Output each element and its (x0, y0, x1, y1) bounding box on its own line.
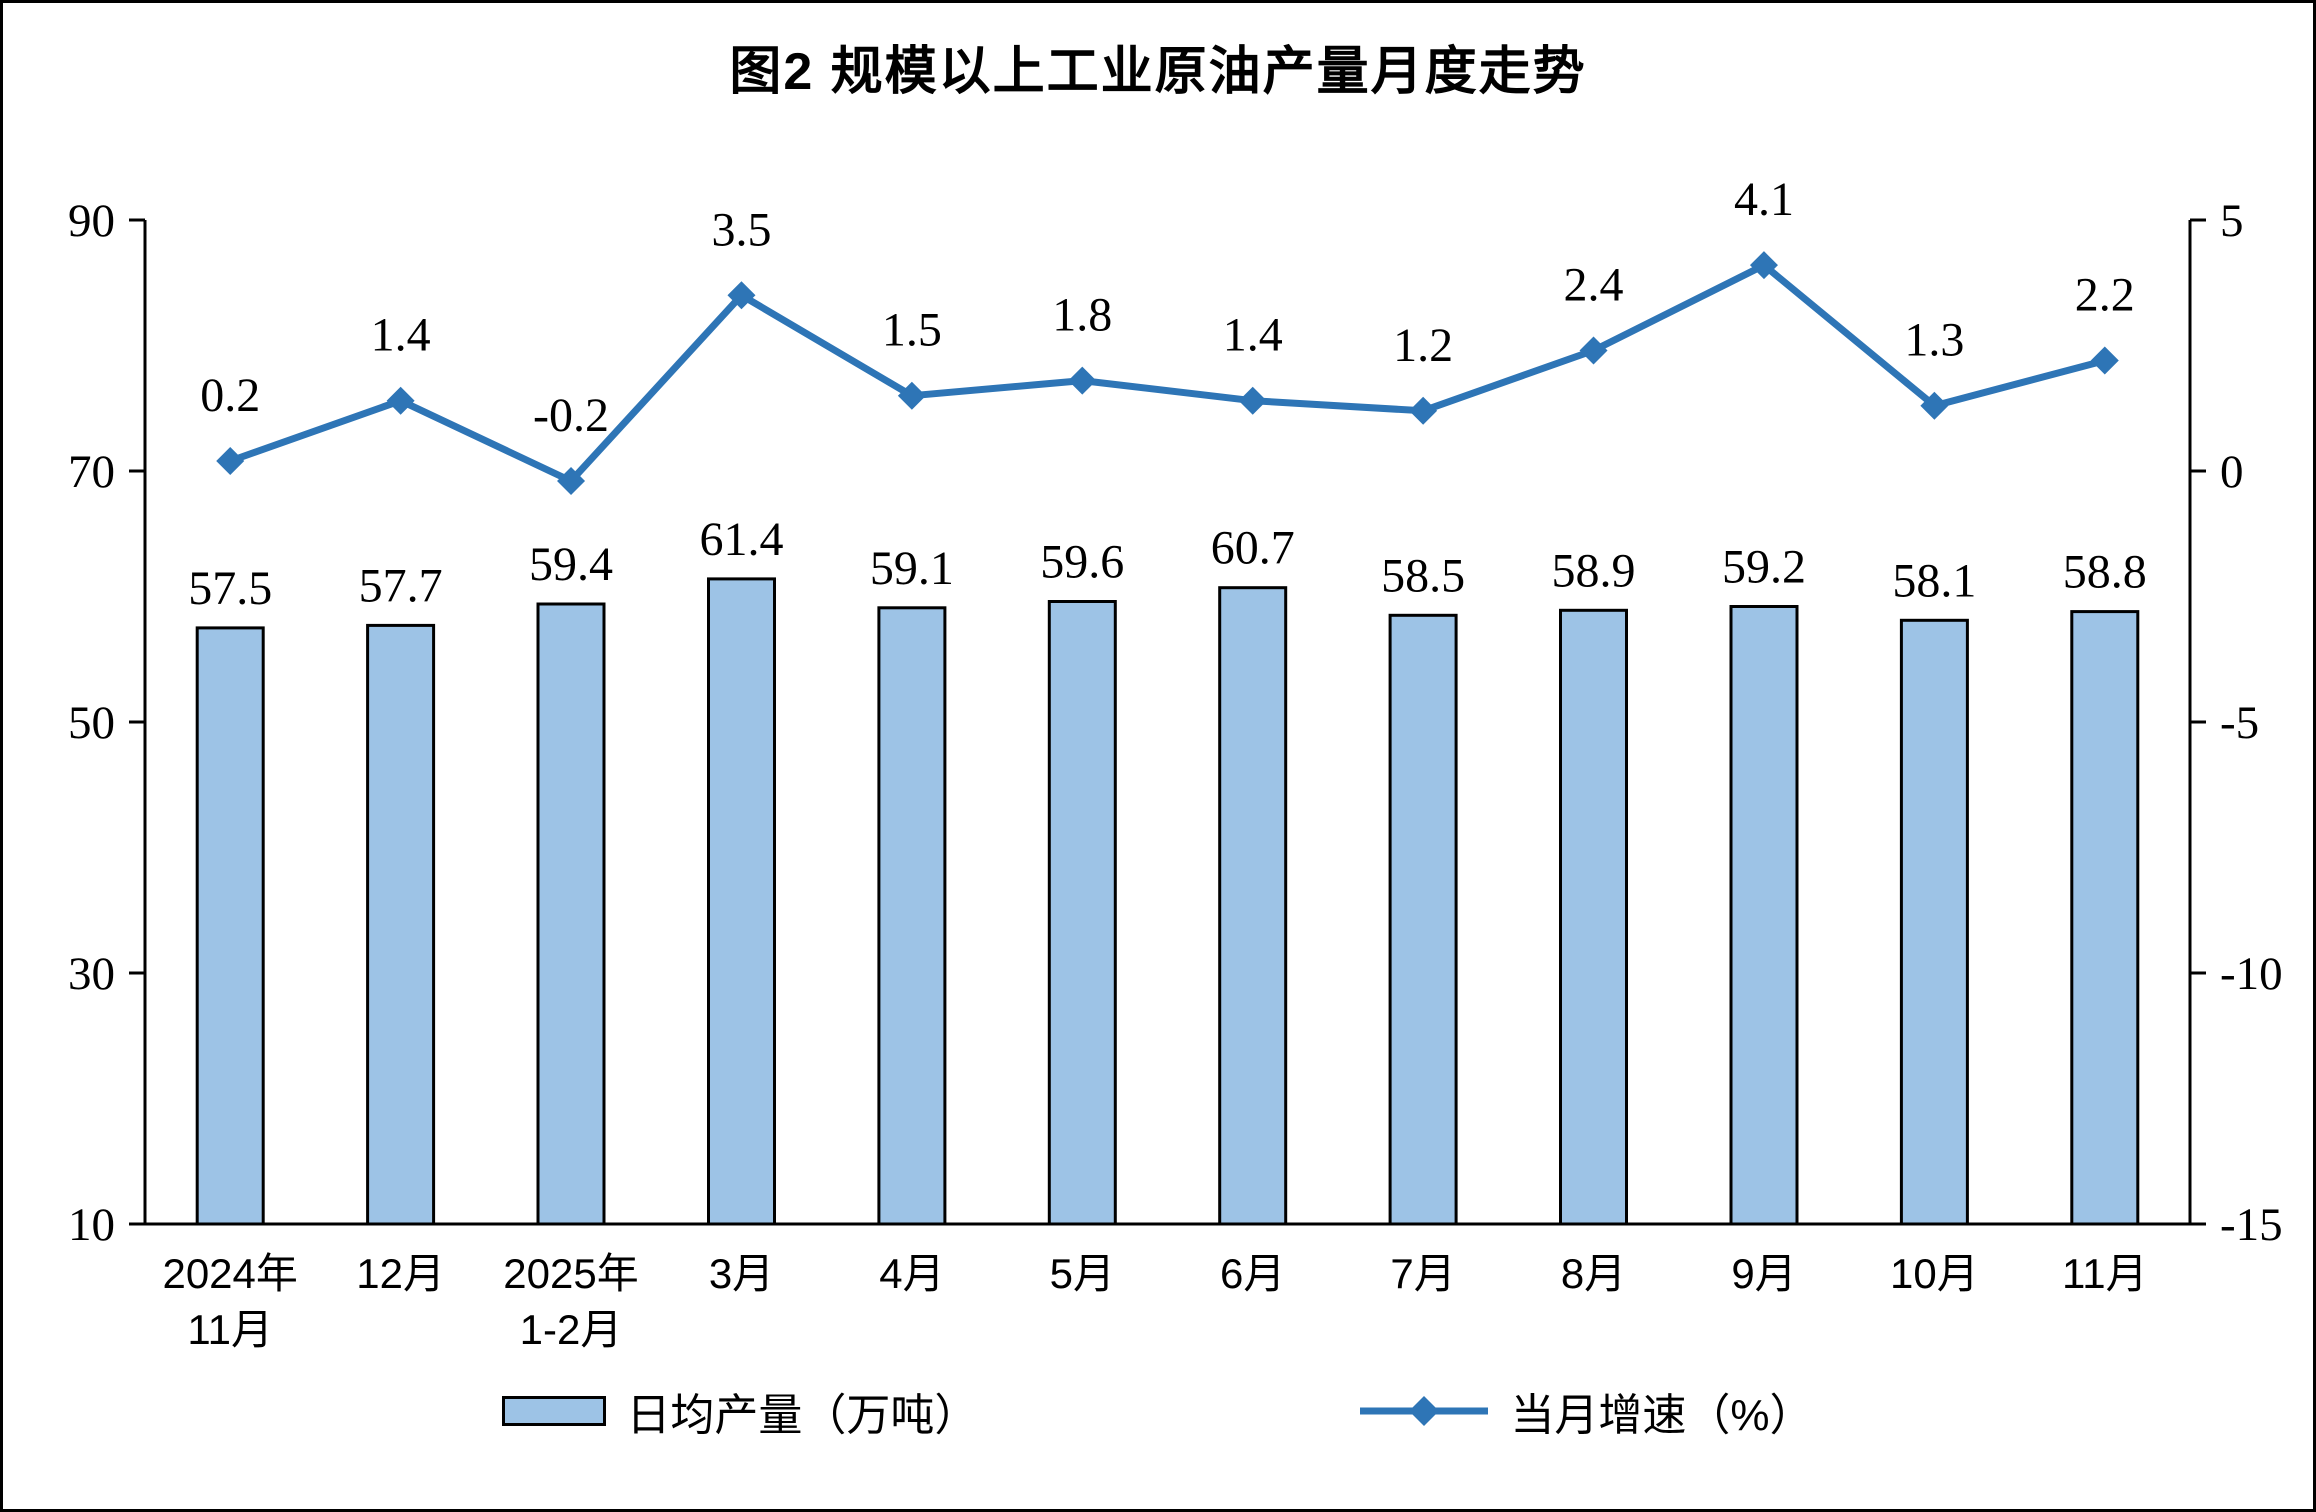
bar (1047, 600, 1117, 1226)
category-label: 2024年 11月 (162, 1250, 297, 1353)
chart-title: 图2 规模以上工业原油产量月度走势 (729, 43, 1587, 101)
line-value-label: 1.2 (1393, 319, 1453, 372)
line-value-label: 2.4 (1564, 259, 1624, 312)
bar-value-label: 58.9 (1552, 544, 1636, 597)
line-value-label: 0.2 (200, 369, 260, 422)
line-series (226, 261, 2109, 485)
category-label: 3月 (709, 1250, 774, 1297)
line-value-label: 1.4 (1223, 309, 1283, 362)
line-value-label: 1.5 (882, 304, 942, 357)
line-value-label: 1.8 (1052, 289, 1112, 342)
left-axis-tick-label: 70 (68, 446, 115, 498)
right-axis-tick-label: 5 (2220, 195, 2244, 247)
bar-value-label: 57.5 (188, 562, 272, 615)
right-axis-tick-label: -15 (2220, 1199, 2283, 1251)
category-label: 12月 (356, 1250, 445, 1297)
line-point-marker (2090, 346, 2119, 375)
right-axis-tick-label: 0 (2220, 446, 2244, 498)
line-point-marker (897, 381, 926, 410)
line-value-label: 4.1 (1734, 173, 1794, 226)
line-value-label: -0.2 (533, 389, 609, 442)
legend-label-line: 当月增速（%） (1510, 1391, 1814, 1440)
line-value-label: 1.3 (1904, 314, 1964, 367)
line-point-marker (216, 446, 245, 475)
left-axis-tick-label: 50 (68, 697, 115, 749)
line-point-marker (1579, 336, 1608, 365)
bar (536, 602, 606, 1226)
bar (877, 606, 947, 1226)
bar-value-label: 61.4 (700, 513, 784, 566)
bar-legend-swatch-icon (502, 1396, 607, 1426)
bar-value-label: 59.1 (870, 542, 954, 595)
left-axis-tick-label: 10 (68, 1199, 115, 1251)
line-point-marker (1068, 366, 1097, 395)
line-point-marker (1409, 396, 1438, 425)
bar (707, 577, 776, 1226)
category-label: 10月 (1890, 1250, 1979, 1297)
category-label: 11月 (2062, 1250, 2148, 1297)
left-axis-tick-label: 90 (68, 195, 115, 247)
bar (1729, 605, 1799, 1226)
bar (1899, 618, 1969, 1226)
line-point-marker (1920, 391, 1949, 420)
line-legend-marker-icon (1360, 1396, 1489, 1426)
chart-canvas: 57.5 57.7 59.4 61.4 59.1 59.6 60.7 58.5 58.9 59.2… (68, 173, 2283, 1353)
left-axis-tick-label: 30 (68, 948, 115, 1000)
category-label: 7月 (1390, 1250, 1455, 1297)
bar-value-label: 57.7 (359, 559, 443, 612)
category-label: 6月 (1220, 1250, 1285, 1297)
line-point-marker (386, 386, 415, 415)
line-value-label: 1.4 (371, 309, 431, 362)
line-point-marker (557, 467, 586, 496)
line-point-marker (1238, 386, 1267, 415)
line-value-label: 3.5 (712, 203, 772, 256)
category-label: 2025年 1-2月 (503, 1250, 638, 1353)
legend-label-bar: 日均产量（万吨） (626, 1391, 979, 1440)
bar-value-label: 59.6 (1040, 536, 1124, 589)
line-point-marker (727, 281, 756, 310)
right-axis-tick-label: -10 (2220, 948, 2283, 1000)
line-point-marker (1749, 251, 1778, 280)
bar-value-label: 58.5 (1381, 549, 1465, 602)
category-label: 8月 (1561, 1250, 1626, 1297)
legend-item-bar: 日均产量（万吨） (502, 1379, 978, 1443)
chart-legend: 日均产量（万吨） 当月增速（%） (3, 1379, 2313, 1443)
bar (1559, 608, 1628, 1226)
bar-value-label: 59.2 (1722, 541, 1806, 594)
bar-value-label: 59.4 (529, 538, 613, 591)
bar (366, 623, 436, 1226)
bar (195, 626, 265, 1226)
line-value-label: 2.2 (2075, 269, 2135, 322)
category-label: 5月 (1050, 1250, 1115, 1297)
bar-value-label: 58.8 (2063, 546, 2147, 599)
category-label: 4月 (879, 1250, 944, 1297)
bar-value-label: 60.7 (1211, 522, 1295, 575)
bar (2070, 610, 2140, 1226)
category-label: 9月 (1731, 1250, 1796, 1297)
bar-value-label: 58.1 (1892, 554, 1976, 607)
bar (1388, 613, 1458, 1226)
right-axis-tick-label: -5 (2220, 697, 2259, 749)
legend-item-line: 当月增速（%） (1358, 1379, 1814, 1443)
bar (1218, 586, 1288, 1226)
